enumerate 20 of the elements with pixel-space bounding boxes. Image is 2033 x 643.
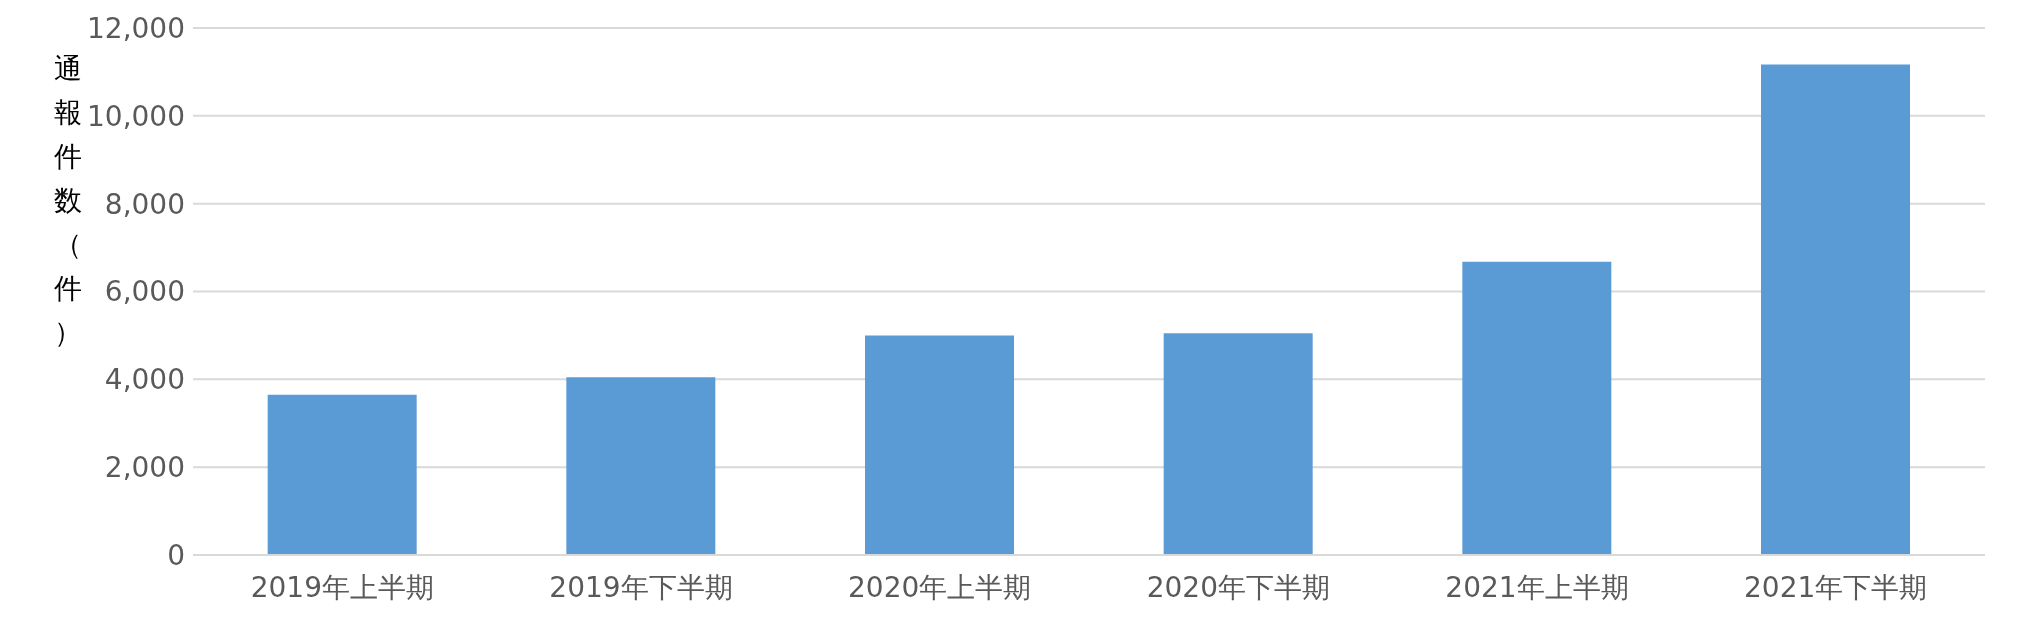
bar: [1761, 64, 1910, 555]
bar: [865, 335, 1014, 555]
x-tick-label: 2019年下半期: [549, 570, 733, 604]
x-tick-label: 2020年上半期: [848, 570, 1032, 604]
y-tick-label: 2,000: [104, 451, 185, 485]
bar: [1163, 333, 1313, 555]
y-tick-label: 12,000: [87, 11, 185, 45]
x-tick-label: 2021年下半期: [1744, 570, 1928, 604]
y-axis-title: 通報件数（件）: [54, 52, 82, 349]
bar: [566, 377, 716, 555]
y-tick-label: 4,000: [104, 363, 185, 397]
bar: [1462, 261, 1612, 555]
y-tick-label: 10,000: [87, 99, 185, 133]
y-tick-label: 6,000: [104, 275, 185, 309]
y-tick-label: 8,000: [104, 187, 185, 221]
x-tick-label: 2021年上半期: [1445, 570, 1629, 604]
y-tick-label: 0: [167, 538, 185, 572]
x-tick-label: 2019年上半期: [250, 570, 434, 604]
bar: [267, 394, 417, 555]
x-tick-label: 2020年下半期: [1146, 570, 1330, 604]
